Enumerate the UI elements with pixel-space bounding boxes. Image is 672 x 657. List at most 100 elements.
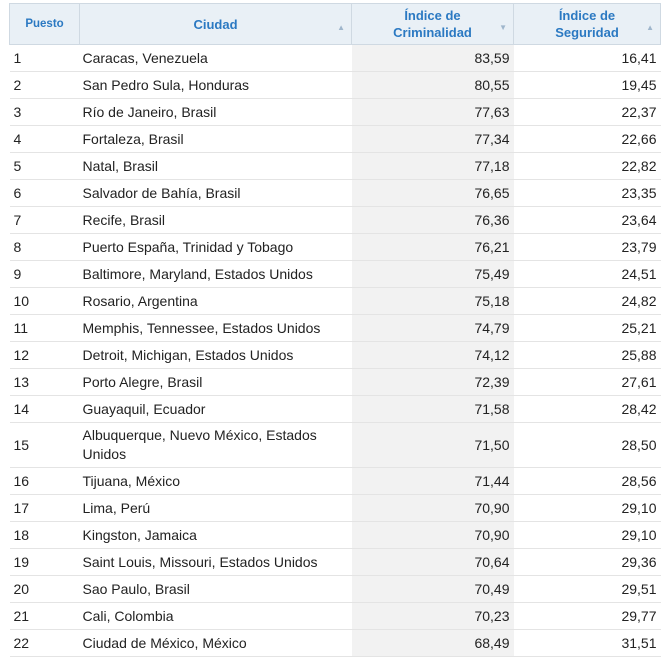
table-row: 13 Porto Alegre, Brasil 72,39 27,61 <box>9 368 661 396</box>
city-cell: Fortaleza, Brasil <box>79 125 352 153</box>
table-row: 4 Fortaleza, Brasil 77,34 22,66 <box>9 125 661 153</box>
rank-cell: 13 <box>9 368 80 396</box>
city-cell: Baltimore, Maryland, Estados Unidos <box>79 260 352 288</box>
safety-index-cell: 22,37 <box>513 98 661 126</box>
rank-cell: 16 <box>9 467 80 495</box>
rank-cell: 8 <box>9 233 80 261</box>
rank-cell: 18 <box>9 521 80 549</box>
city-cell: Kingston, Jamaica <box>79 521 352 549</box>
sort-down-icon: ▼ <box>499 23 507 32</box>
safety-index-cell: 23,64 <box>513 206 661 234</box>
table-row: 6 Salvador de Bahía, Brasil 76,65 23,35 <box>9 179 661 207</box>
safety-index-cell: 24,51 <box>513 260 661 288</box>
table-row: 22 Ciudad de México, México 68,49 31,51 <box>9 629 661 657</box>
city-cell: Porto Alegre, Brasil <box>79 368 352 396</box>
table-header: Puesto Ciudad ▲ Índice de Criminalidad ▼ … <box>9 3 661 45</box>
city-cell: Río de Janeiro, Brasil <box>79 98 352 126</box>
header-rank-label: Puesto <box>25 17 64 30</box>
rank-cell: 6 <box>9 179 80 207</box>
crime-index-cell: 68,49 <box>351 629 514 657</box>
header-crime-label: Índice de Criminalidad <box>352 7 513 41</box>
safety-index-cell: 25,88 <box>513 341 661 369</box>
table-row: 9 Baltimore, Maryland, Estados Unidos 75,4… <box>9 260 661 288</box>
header-crime-index[interactable]: Índice de Criminalidad ▼ <box>351 3 514 45</box>
table-body: 1 Caracas, Venezuela 83,59 16,41 2 San Pedro … <box>9 44 661 657</box>
city-cell: Salvador de Bahía, Brasil <box>79 179 352 207</box>
city-cell: Rosario, Argentina <box>79 287 352 315</box>
crime-index-cell: 75,49 <box>351 260 514 288</box>
safety-index-cell: 31,51 <box>513 629 661 657</box>
safety-index-cell: 23,35 <box>513 179 661 207</box>
table-row: 18 Kingston, Jamaica 70,90 29,10 <box>9 521 661 549</box>
rank-cell: 5 <box>9 152 80 180</box>
crime-index-cell: 70,23 <box>351 602 514 630</box>
safety-index-cell: 28,56 <box>513 467 661 495</box>
safety-index-cell: 16,41 <box>513 44 661 72</box>
safety-index-cell: 29,10 <box>513 494 661 522</box>
header-safety-line1: Índice de <box>558 8 616 23</box>
safety-index-cell: 25,21 <box>513 314 661 342</box>
safety-index-cell: 28,50 <box>513 422 661 468</box>
rank-cell: 10 <box>9 287 80 315</box>
safety-index-cell: 24,82 <box>513 287 661 315</box>
header-city-label: Ciudad <box>193 16 238 32</box>
city-cell: Recife, Brasil <box>79 206 352 234</box>
table-row: 20 Sao Paulo, Brasil 70,49 29,51 <box>9 575 661 603</box>
rank-cell: 11 <box>9 314 80 342</box>
crime-index-cell: 70,64 <box>351 548 514 576</box>
crime-ranking-table: Puesto Ciudad ▲ Índice de Criminalidad ▼ … <box>9 3 661 657</box>
city-cell: Caracas, Venezuela <box>79 44 352 72</box>
city-cell: Saint Louis, Missouri, Estados Unidos <box>79 548 352 576</box>
rank-cell: 21 <box>9 602 80 630</box>
rank-cell: 2 <box>9 71 80 99</box>
city-cell: Sao Paulo, Brasil <box>79 575 352 603</box>
safety-index-cell: 29,10 <box>513 521 661 549</box>
table-row: 10 Rosario, Argentina 75,18 24,82 <box>9 287 661 315</box>
header-safety-index[interactable]: Índice de Seguridad ▲ <box>513 3 661 45</box>
crime-index-cell: 70,90 <box>351 494 514 522</box>
table-row: 1 Caracas, Venezuela 83,59 16,41 <box>9 44 661 72</box>
crime-index-cell: 72,39 <box>351 368 514 396</box>
rank-cell: 12 <box>9 341 80 369</box>
header-rank[interactable]: Puesto <box>9 3 80 45</box>
table-row: 19 Saint Louis, Missouri, Estados Unidos 7… <box>9 548 661 576</box>
rank-cell: 20 <box>9 575 80 603</box>
crime-index-cell: 74,79 <box>351 314 514 342</box>
city-cell: Albuquerque, Nuevo México, Estados Unido… <box>79 422 352 468</box>
table-row: 11 Memphis, Tennessee, Estados Unidos 74,7… <box>9 314 661 342</box>
header-crime-line1: Índice de <box>404 8 461 23</box>
header-safety-label: Índice de Seguridad <box>514 7 660 41</box>
safety-index-cell: 27,61 <box>513 368 661 396</box>
safety-index-cell: 22,66 <box>513 125 661 153</box>
header-city[interactable]: Ciudad ▲ <box>79 3 352 45</box>
header-row: Puesto Ciudad ▲ Índice de Criminalidad ▼ … <box>9 3 661 45</box>
table-row: 3 Río de Janeiro, Brasil 77,63 22,37 <box>9 98 661 126</box>
table-row: 7 Recife, Brasil 76,36 23,64 <box>9 206 661 234</box>
city-cell: Memphis, Tennessee, Estados Unidos <box>79 314 352 342</box>
crime-index-cell: 76,21 <box>351 233 514 261</box>
rank-cell: 4 <box>9 125 80 153</box>
table-row: 16 Tijuana, México 71,44 28,56 <box>9 467 661 495</box>
safety-index-cell: 22,82 <box>513 152 661 180</box>
safety-index-cell: 28,42 <box>513 395 661 423</box>
safety-index-cell: 23,79 <box>513 233 661 261</box>
sort-up-icon: ▲ <box>337 23 345 32</box>
header-safety-line2: Seguridad <box>555 25 619 40</box>
table-row: 17 Lima, Perú 70,90 29,10 <box>9 494 661 522</box>
rank-cell: 1 <box>9 44 80 72</box>
table-row: 8 Puerto España, Trinidad y Tobago 76,21 23… <box>9 233 661 261</box>
rank-cell: 3 <box>9 98 80 126</box>
rank-cell: 14 <box>9 395 80 423</box>
rank-cell: 22 <box>9 629 80 657</box>
sort-up-icon: ▲ <box>646 23 654 32</box>
city-cell: Guayaquil, Ecuador <box>79 395 352 423</box>
crime-index-cell: 71,58 <box>351 395 514 423</box>
safety-index-cell: 29,51 <box>513 575 661 603</box>
rank-cell: 19 <box>9 548 80 576</box>
rank-cell: 7 <box>9 206 80 234</box>
crime-index-cell: 70,49 <box>351 575 514 603</box>
crime-index-cell: 77,34 <box>351 125 514 153</box>
safety-index-cell: 29,77 <box>513 602 661 630</box>
crime-index-cell: 70,90 <box>351 521 514 549</box>
city-cell: Tijuana, México <box>79 467 352 495</box>
